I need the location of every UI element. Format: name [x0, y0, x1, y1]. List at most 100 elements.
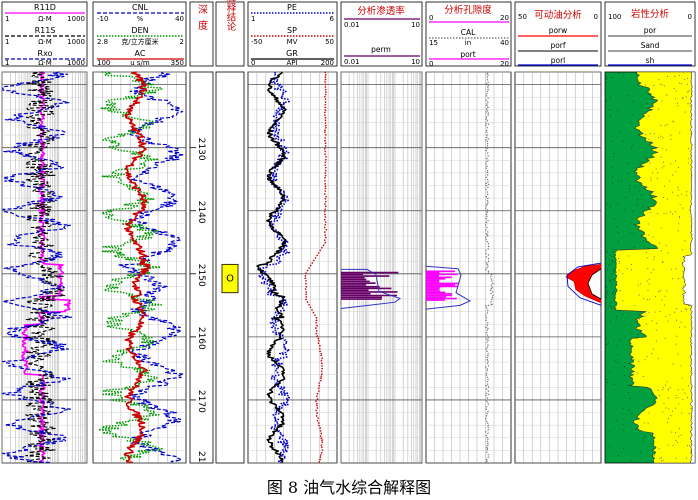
- perm-right: 10: [411, 58, 420, 66]
- sh-dot: [622, 447, 624, 449]
- port-name: port: [460, 50, 475, 59]
- sand-dot: [646, 280, 648, 282]
- sand-dot: [643, 298, 645, 300]
- sh-dot: [611, 307, 613, 309]
- sand-dot: [676, 308, 678, 310]
- pe-name: PE: [287, 3, 297, 12]
- composite-log-chart: R11D 1 Ω·M 1000 R11S 1 Ω·M 1000 Rxo 1 Ω·…: [1, 0, 696, 464]
- sh-dot: [613, 270, 615, 272]
- sh-dot: [624, 366, 625, 368]
- sand-dot: [679, 132, 681, 134]
- sand-dot: [646, 356, 648, 358]
- sand-dot: [668, 408, 670, 410]
- sh-dot: [614, 360, 616, 362]
- sand-dot: [653, 256, 655, 258]
- den-right: 2: [180, 38, 184, 46]
- sh-dot: [619, 338, 621, 340]
- perm-envelope: [340, 268, 402, 309]
- sh-dot: [631, 147, 633, 149]
- sand-dot: [653, 269, 655, 271]
- sand-dot: [665, 407, 667, 409]
- sh-dot: [612, 251, 614, 253]
- pe-left: 1: [251, 15, 255, 23]
- porl-curve: [566, 262, 602, 306]
- sh-dot: [605, 285, 607, 287]
- sand-dot: [676, 441, 678, 443]
- sh-dot: [641, 161, 643, 163]
- sand-dot: [684, 392, 686, 394]
- porosity-logs-track: [92, 71, 187, 464]
- sand-dot: [659, 458, 661, 460]
- sand-dot: [676, 102, 678, 104]
- sand-dot: [675, 395, 677, 397]
- sh-dot: [607, 203, 609, 205]
- sand-dot: [672, 120, 674, 122]
- sand-dot: [678, 215, 681, 218]
- sh-dot: [609, 279, 611, 281]
- pe-curve: [257, 71, 291, 464]
- sh-dot: [629, 121, 631, 123]
- gr-curve: [256, 71, 287, 463]
- sand-dot: [674, 98, 677, 100]
- sand-dot: [667, 388, 669, 390]
- sh-dot: [631, 114, 633, 115]
- sand-dot: [672, 363, 674, 365]
- sand-dot: [674, 76, 676, 78]
- sh-dot: [616, 344, 618, 346]
- ac-unit: u s/m: [130, 59, 150, 67]
- sand-dot: [670, 163, 672, 165]
- sh-dot: [612, 259, 613, 261]
- sh-dot: [615, 318, 617, 320]
- sand-dot: [648, 234, 650, 236]
- sand-dot: [680, 310, 682, 312]
- sand-dot: [659, 394, 661, 396]
- r11s-name: R11S: [35, 26, 56, 35]
- sand-dot: [672, 174, 674, 176]
- sand-dot: [682, 398, 684, 400]
- sh-dot: [635, 428, 637, 430]
- cal-name: CAL: [461, 28, 476, 37]
- sp-name: SP: [287, 26, 297, 35]
- lithology-logs-track: [247, 71, 338, 464]
- sand-dot: [671, 431, 673, 433]
- sand-dot: [678, 223, 680, 225]
- sh-dot: [607, 269, 608, 271]
- sand-dot: [677, 396, 679, 398]
- sand-dot: [657, 136, 659, 139]
- sh-dot: [618, 232, 620, 234]
- sand-dot: [686, 397, 689, 399]
- sand-dot: [648, 412, 650, 414]
- sand-dot: [687, 162, 690, 164]
- sand-dot: [663, 402, 665, 404]
- sh-dot: [642, 240, 644, 242]
- sand-dot: [622, 300, 624, 302]
- porf-area: [587, 267, 602, 300]
- r11s-unit: Ω·M: [38, 38, 52, 46]
- sand-dot: [684, 308, 686, 310]
- porosity-track: [425, 71, 512, 464]
- sand-dot: [649, 162, 651, 164]
- sand-dot: [675, 457, 677, 459]
- sh-dot: [608, 259, 610, 261]
- rxo-unit: Ω·M: [38, 59, 52, 67]
- sh-dot: [622, 424, 624, 425]
- sand-dot: [647, 290, 649, 292]
- sand-dot: [672, 213, 674, 215]
- sh-dot: [632, 101, 634, 103]
- sh-dot: [612, 283, 614, 285]
- pe-right: 6: [330, 15, 335, 23]
- sand-dot: [667, 320, 669, 322]
- sand-dot: [681, 249, 683, 251]
- sand-dot: [662, 137, 664, 139]
- sand-dot: [648, 283, 650, 285]
- sh-dot: [613, 156, 614, 158]
- sand-dot: [688, 209, 690, 211]
- sand-dot: [690, 452, 692, 454]
- sh-dot: [617, 454, 619, 456]
- sand-dot: [649, 133, 651, 135]
- sh-dot: [630, 460, 632, 462]
- sand-dot: [643, 422, 645, 424]
- sand-dot: [687, 384, 690, 386]
- sh-dot: [610, 280, 612, 282]
- sh-dot: [607, 295, 609, 296]
